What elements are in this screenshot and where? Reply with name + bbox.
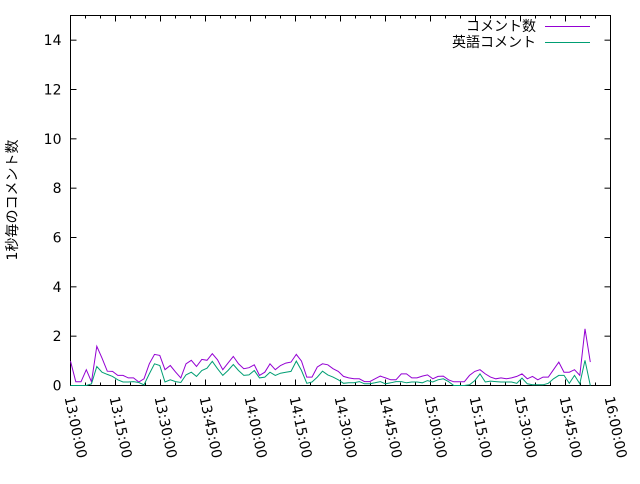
y-tick-label: 8 xyxy=(53,181,62,197)
x-tick-label: 14:15:00 xyxy=(286,395,315,460)
y-tick-label: 14 xyxy=(44,33,62,49)
series-line-0 xyxy=(70,328,591,384)
legend-label-1: 英語コメント xyxy=(452,34,536,51)
x-tick-label: 14:30:00 xyxy=(331,395,360,460)
y-axis-label: 1秒毎のコメント数 xyxy=(5,140,21,261)
x-tick-label: 15:15:00 xyxy=(466,395,495,460)
x-tick-label: 13:30:00 xyxy=(151,395,180,460)
plot-frame xyxy=(70,15,611,386)
x-axis: 13:00:00 13:15:00 13:30:00 13:45:00 14:00:00… xyxy=(61,15,630,460)
x-tick-label: 13:00:00 xyxy=(61,395,90,460)
x-tick-label: 13:15:00 xyxy=(106,395,135,460)
x-tick-label: 13:45:00 xyxy=(196,395,225,460)
y-tick-label: 2 xyxy=(53,329,62,345)
y-tick-label: 4 xyxy=(53,280,62,296)
y-tick-label: 0 xyxy=(53,379,62,395)
series-line-1 xyxy=(70,360,591,386)
y-tick-label: 12 xyxy=(44,83,62,99)
legend-label-0: コメント数 xyxy=(466,19,536,35)
x-tick-label: 14:45:00 xyxy=(376,395,405,460)
x-tick-label: 15:30:00 xyxy=(511,395,540,460)
x-tick-label: 15:00:00 xyxy=(421,395,450,460)
x-tick-label: 16:00:00 xyxy=(601,395,630,460)
x-tick-label: 15:45:00 xyxy=(556,395,585,460)
y-tick-label: 10 xyxy=(44,132,62,148)
series-lines xyxy=(70,328,591,386)
x-tick-label: 14:00:00 xyxy=(241,395,270,460)
y-tick-label: 6 xyxy=(53,231,62,247)
legend: コメント数 英語コメント xyxy=(452,19,590,51)
y-axis: 0 2 4 6 8 10 12 14 xyxy=(44,33,611,395)
